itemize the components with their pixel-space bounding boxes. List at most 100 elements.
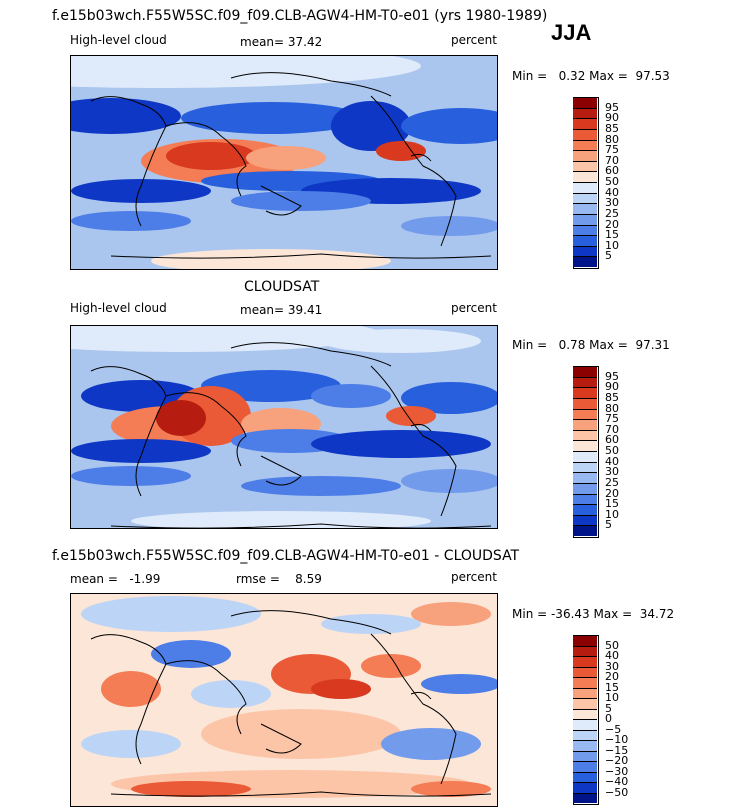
panel3-units-label: percent xyxy=(451,570,497,584)
field-contour xyxy=(81,730,181,758)
field-contour xyxy=(71,98,181,134)
colorbar-tick-label: −40 xyxy=(605,775,629,788)
colorbar-swatch xyxy=(573,182,597,193)
panel3-map xyxy=(70,593,498,807)
colorbar-tick-label: 25 xyxy=(605,206,619,220)
colorbar-swatch xyxy=(573,482,597,494)
coastline xyxy=(410,423,432,432)
colorbar-tick-label: 50 xyxy=(605,444,619,457)
field-contour xyxy=(191,680,271,708)
field-contour xyxy=(71,211,191,231)
colorbar-swatch xyxy=(573,139,597,151)
colorbar-tick-label: 50 xyxy=(605,638,619,652)
coastline xyxy=(230,72,392,97)
colorbar-swatch xyxy=(573,719,597,730)
colorbar-tick-label: 85 xyxy=(605,121,619,135)
panel2-mean-label: mean= 39.41 xyxy=(240,303,323,317)
field-contour xyxy=(321,614,421,634)
colorbar-tick-label: 40 xyxy=(605,649,619,662)
colorbar-tick-label: 10 xyxy=(605,238,619,252)
panel3-colorbar: 50 40 30 20 15 10 5 0 −5 −10 −15 −20 −30 −40 −50 xyxy=(573,635,633,805)
diff-title: f.e15b03wch.F55W5SC.f09_f09.CLB-AGW4-HM-… xyxy=(52,548,520,564)
coastline xyxy=(90,634,167,765)
colorbar-tick-label: −20 xyxy=(605,754,629,767)
colorbar-swatch xyxy=(573,224,597,236)
colorbar-swatch xyxy=(573,635,597,646)
colorbar-swatch xyxy=(573,366,597,377)
colorbar-tick-label: 0 xyxy=(605,712,612,725)
colorbar-tick-label: 5 xyxy=(605,701,612,715)
field-contour xyxy=(131,511,431,528)
field-contour xyxy=(246,146,326,170)
colorbar-swatch xyxy=(573,97,597,108)
coastline xyxy=(370,95,457,247)
panel3-minmax-label: Min = -36.43 Max = 34.72 xyxy=(512,607,675,621)
field-contour xyxy=(421,674,497,694)
colorbar-swatch xyxy=(573,761,597,772)
colorbar-tick-label: 5 xyxy=(605,249,612,263)
field-contour xyxy=(361,654,421,678)
coastline xyxy=(260,185,302,216)
colorbar-tick-label: 75 xyxy=(605,412,619,426)
colorbar-swatch xyxy=(573,514,597,526)
colorbar-swatch xyxy=(573,429,597,441)
colorbar-swatch xyxy=(573,160,597,172)
panel1-units-label: percent xyxy=(451,33,497,47)
colorbar-tick-label: 75 xyxy=(605,143,619,157)
colorbar-tick-label: 80 xyxy=(605,401,619,415)
colorbar-swatch xyxy=(573,461,597,473)
field-contour xyxy=(376,141,426,161)
colorbar-tick-label: 10 xyxy=(605,507,619,521)
colorbar-tick-label: 60 xyxy=(605,433,619,447)
colorbar-swatch xyxy=(573,771,597,782)
colorbar-swatch xyxy=(573,118,597,129)
coastline xyxy=(165,660,247,735)
coastline xyxy=(110,523,492,528)
colorbar-tick-label: −10 xyxy=(605,733,629,746)
colorbar-tick-label: 60 xyxy=(605,164,619,178)
panel2-title: CLOUDSAT xyxy=(244,279,320,295)
coastline xyxy=(90,96,167,227)
colorbar-swatch xyxy=(573,128,597,140)
colorbar-tick-label: 80 xyxy=(605,132,619,146)
colorbar-swatch xyxy=(573,419,597,430)
coastline xyxy=(260,455,302,486)
panel1-minmax-label: Min = 0.32 Max = 97.53 xyxy=(512,69,670,83)
colorbar-swatch xyxy=(573,740,597,751)
field-contour xyxy=(151,640,231,668)
colorbar-swatch xyxy=(573,397,597,409)
field-contour xyxy=(71,439,211,463)
colorbar-tick-label: 40 xyxy=(605,185,619,199)
panel1-mean-label: mean= 37.42 xyxy=(240,35,323,49)
coastline xyxy=(90,366,167,497)
colorbar-swatch xyxy=(573,387,597,398)
colorbar-swatch xyxy=(573,698,597,709)
field-contour xyxy=(411,781,491,797)
colorbar-swatch xyxy=(573,677,597,688)
field-contour xyxy=(331,101,411,151)
colorbar-swatch xyxy=(573,525,597,536)
colorbar-swatch xyxy=(573,408,597,420)
colorbar-swatch xyxy=(573,451,597,462)
colorbar-tick-label: 20 xyxy=(605,486,619,500)
colorbar-tick-label: −15 xyxy=(605,743,629,757)
field-contour xyxy=(71,466,191,486)
field-contour xyxy=(386,406,436,426)
colorbar-tick-label: 95 xyxy=(605,100,619,114)
field-contour xyxy=(321,329,481,353)
field-contour xyxy=(381,728,481,760)
colorbar-swatch xyxy=(573,782,597,793)
colorbar-tick-label: 40 xyxy=(605,454,619,468)
colorbar-tick-label: 95 xyxy=(605,369,619,383)
panel2-minmax-label: Min = 0.78 Max = 97.31 xyxy=(512,338,670,352)
field-contour xyxy=(181,102,361,134)
panel2-colorbar: 95 90 85 80 75 70 60 50 40 30 25 20 15 10 5 xyxy=(573,366,633,538)
colorbar-tick-label: 25 xyxy=(605,475,619,489)
colorbar-tick-label: 90 xyxy=(605,380,619,394)
colorbar-tick-label: −50 xyxy=(605,785,629,799)
field-contour xyxy=(401,382,497,414)
panel1-variable-label: High-level cloud xyxy=(70,33,167,47)
colorbar-swatch xyxy=(573,750,597,761)
field-contour xyxy=(101,671,161,707)
colorbar-tick-label: 15 xyxy=(605,680,619,694)
